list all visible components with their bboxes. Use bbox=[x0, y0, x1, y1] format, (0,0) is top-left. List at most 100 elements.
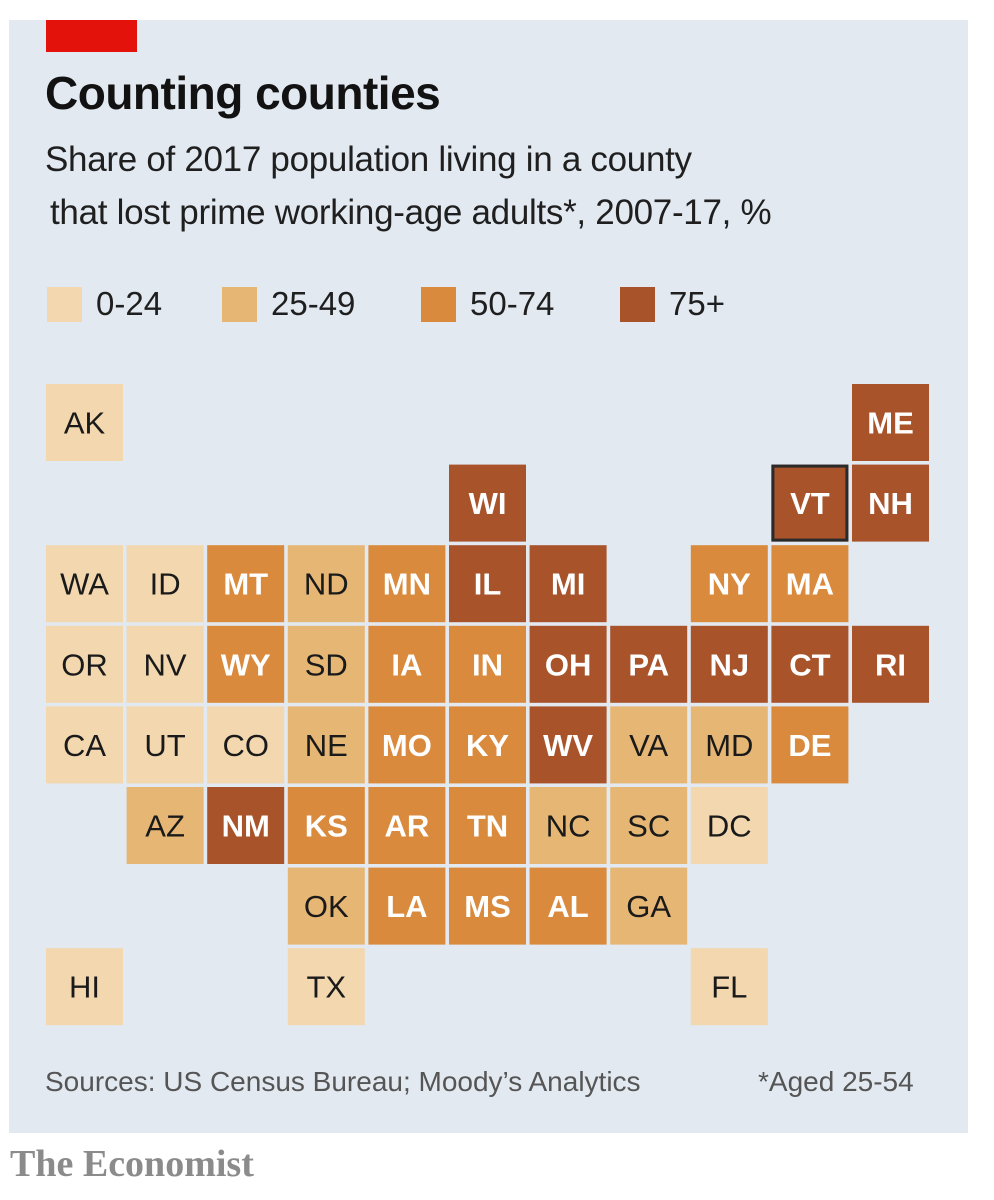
legend-item-50-74: 50-74 bbox=[421, 284, 554, 324]
state-label: LA bbox=[386, 889, 427, 924]
legend-label: 0-24 bbox=[96, 285, 163, 322]
state-tile-rect bbox=[529, 867, 607, 945]
legend-label: 25-49 bbox=[271, 285, 356, 322]
state-tile-sc: SC bbox=[610, 787, 688, 864]
state-tile-sd: SD bbox=[287, 625, 365, 703]
state-label: AL bbox=[547, 889, 588, 924]
state-tile-rect bbox=[690, 545, 768, 623]
chart-subtitle-line-2: that lost prime working-age adults*, 200… bbox=[50, 193, 772, 232]
state-tile-rect bbox=[126, 706, 204, 784]
state-tile-va: VA bbox=[610, 706, 688, 784]
state-tile-mn: MN bbox=[368, 545, 446, 623]
state-label: WA bbox=[60, 567, 109, 602]
state-tile-mo: MO bbox=[368, 706, 446, 784]
state-tile-nm: NM bbox=[207, 787, 285, 864]
state-label: TX bbox=[306, 970, 346, 1005]
state-label: NC bbox=[546, 809, 591, 844]
state-tile-rect bbox=[771, 706, 849, 784]
state-tile-rect bbox=[690, 787, 768, 864]
state-tile-in: IN bbox=[449, 625, 526, 703]
state-tile-ma: MA bbox=[771, 545, 849, 623]
state-tile-tx: TX bbox=[287, 948, 365, 1026]
legend-swatch bbox=[47, 286, 82, 322]
state-tile-rect bbox=[46, 948, 123, 1026]
state-tile-pa: PA bbox=[610, 625, 688, 703]
state-tile-rect bbox=[449, 867, 526, 945]
state-tile-ar: AR bbox=[368, 787, 446, 864]
highlight-border bbox=[771, 464, 849, 542]
state-label: WV bbox=[543, 728, 593, 763]
state-label: WI bbox=[469, 486, 507, 521]
state-tile-ca: CA bbox=[46, 706, 123, 784]
state-label: NJ bbox=[709, 647, 749, 682]
state-tile-rect bbox=[449, 625, 526, 703]
state-tile-ks: KS bbox=[287, 787, 365, 864]
state-tile-ri: RI bbox=[852, 625, 929, 703]
legend-label: 50-74 bbox=[470, 285, 555, 322]
state-label: KY bbox=[466, 728, 509, 763]
state-tile-rect bbox=[126, 787, 204, 864]
state-tile-rect bbox=[207, 545, 285, 623]
state-label: UT bbox=[144, 728, 185, 763]
state-label: NY bbox=[708, 567, 751, 602]
state-tile-ms: MS bbox=[449, 867, 526, 945]
state-label: SC bbox=[627, 809, 670, 844]
state-tile-nj: NJ bbox=[690, 625, 768, 703]
state-tile-co: CO bbox=[207, 706, 285, 784]
state-tile-rect bbox=[207, 706, 285, 784]
state-label: ID bbox=[150, 567, 181, 602]
state-label: CO bbox=[222, 728, 269, 763]
state-tile-rect bbox=[610, 706, 688, 784]
state-tile-ky: KY bbox=[449, 706, 526, 784]
state-label: VT bbox=[790, 486, 830, 521]
state-label: NH bbox=[868, 486, 913, 521]
state-label: OH bbox=[545, 647, 592, 682]
state-tile-nc: NC bbox=[529, 787, 607, 864]
state-tile-nv: NV bbox=[126, 625, 204, 703]
state-label: SD bbox=[305, 647, 348, 682]
state-label: NM bbox=[222, 809, 270, 844]
legend-item-25-49: 25-49 bbox=[222, 284, 355, 324]
state-tile-rect bbox=[449, 464, 526, 542]
state-tile-rect bbox=[610, 787, 688, 864]
state-tile-ut: UT bbox=[126, 706, 204, 784]
state-tile-wv: WV bbox=[529, 706, 607, 784]
state-label: FL bbox=[711, 970, 747, 1005]
state-tile-rect bbox=[771, 545, 849, 623]
state-tile-rect bbox=[46, 384, 123, 461]
state-label: RI bbox=[875, 647, 906, 682]
state-label: OK bbox=[304, 889, 349, 924]
state-tile-rect bbox=[771, 625, 849, 703]
state-tile-nd: ND bbox=[287, 545, 365, 623]
legend-swatch bbox=[222, 286, 257, 322]
chart-subtitle-line-1: Share of 2017 population living in a cou… bbox=[45, 140, 692, 179]
state-tile-rect bbox=[207, 625, 285, 703]
state-label: HI bbox=[69, 970, 100, 1005]
state-tile-rect bbox=[368, 625, 446, 703]
state-tile-rect bbox=[449, 787, 526, 864]
state-tile-rect bbox=[287, 948, 365, 1026]
state-tile-rect bbox=[287, 545, 365, 623]
state-label: AZ bbox=[145, 809, 185, 844]
state-tile-de: DE bbox=[771, 706, 849, 784]
state-tile-rect bbox=[207, 787, 285, 864]
state-tile-rect bbox=[46, 706, 123, 784]
chart-title: Counting counties bbox=[45, 67, 441, 119]
state-tile-oh: OH bbox=[529, 625, 607, 703]
state-label: CT bbox=[789, 647, 830, 682]
state-label: DE bbox=[788, 728, 831, 763]
state-label: ND bbox=[304, 567, 349, 602]
state-tile-la: LA bbox=[368, 867, 446, 945]
state-tile-rect bbox=[287, 867, 365, 945]
legend-swatch bbox=[421, 286, 456, 322]
state-tile-rect bbox=[852, 464, 929, 542]
state-label: ME bbox=[867, 406, 914, 441]
state-label: MN bbox=[383, 567, 431, 602]
state-label: OR bbox=[61, 647, 108, 682]
state-tile-ak: AK bbox=[46, 384, 123, 461]
state-tile-md: MD bbox=[690, 706, 768, 784]
state-tile-rect bbox=[529, 625, 607, 703]
state-label: MT bbox=[223, 567, 268, 602]
state-label: DC bbox=[707, 809, 752, 844]
